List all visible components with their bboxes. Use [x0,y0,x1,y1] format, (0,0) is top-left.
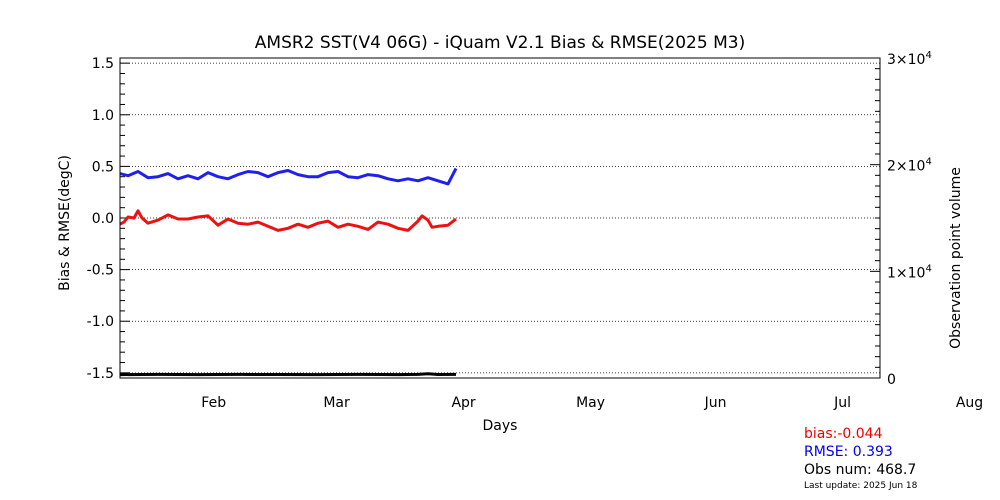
stats-panel: bias:-0.044 RMSE: 0.393 Obs num: 468.7 L… [804,425,917,492]
series-line-0 [119,167,458,186]
rmse-stat: RMSE: 0.393 [804,444,893,460]
obs-num-stat: Obs num: 468.7 [804,462,917,478]
bias-stat: bias:-0.044 [804,426,883,442]
y-tick-label: 1.0 [92,108,114,124]
y-tick-label: 0.5 [92,159,114,175]
y2-tick-label: 3×104 [887,50,932,68]
y2-tick-label: 0 [887,372,896,388]
series-line-1 [119,209,457,232]
x-tick-label: May [576,395,605,411]
y2-tick-label: 2×104 [887,157,932,175]
x-axis-label: Days [483,418,518,434]
y-tick-label: -0.5 [87,263,114,279]
y2-tick-label: 1×104 [887,263,932,281]
bottom-axis: FebMarAprMayJunJulAugSepOctNovDec [201,395,983,411]
x-tick-label: Mar [323,395,350,411]
y-tick-label: -1.5 [87,366,114,382]
x-tick-label: Apr [451,395,475,411]
series-group [119,167,458,377]
chart-title: AMSR2 SST(V4 06G) - iQuam V2.1 Bias & RM… [255,33,745,53]
y-tick-label: -1.0 [87,314,114,330]
right-axis: 3×104 2×104 1×104 0 [870,50,932,388]
x-tick-label: Aug [956,395,983,411]
y-tick-label: 1.5 [92,56,114,72]
x-tick-label: Jul [833,395,851,411]
x-tick-label: Jun [704,395,727,411]
grid-lines [120,62,880,374]
y-tick-label: 0.0 [92,211,114,227]
y-axis-label: Bias & RMSE(degC) [57,155,73,291]
last-update: Last update: 2025 Jun 18 [804,481,918,491]
left-axis: 1.5 1.0 0.5 0.0 -0.5 -1.0 -1.5 [87,56,130,382]
plot-frame [119,57,881,379]
x-tick-label: Feb [201,395,226,411]
y2-axis-label: Observation point volume [948,167,964,349]
series-line-2 [119,372,457,377]
